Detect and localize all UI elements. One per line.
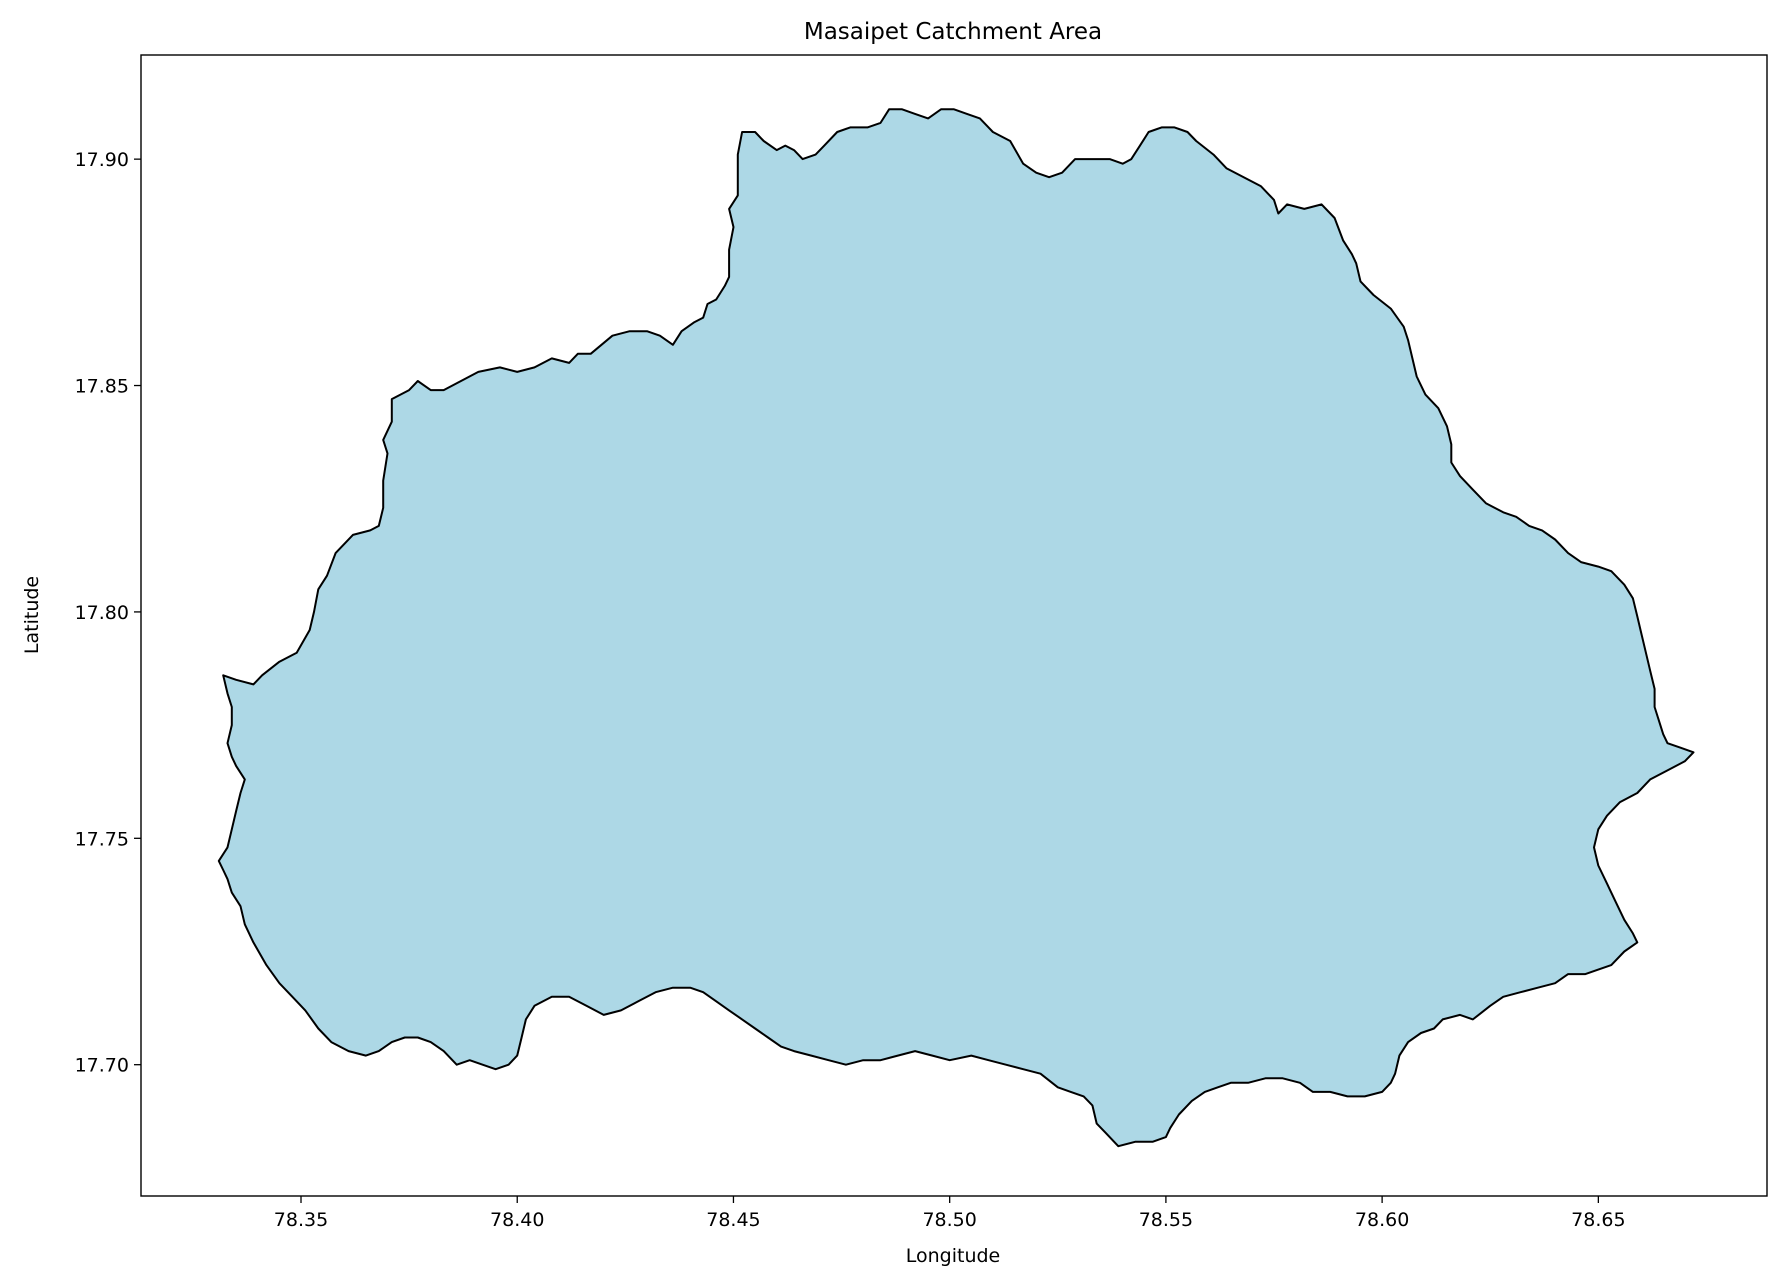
y-tick-label: 17.90 bbox=[75, 149, 129, 171]
x-tick-label: 78.45 bbox=[706, 1209, 760, 1231]
chart-title: Masaipet Catchment Area bbox=[804, 19, 1102, 45]
x-tick-label: 78.40 bbox=[490, 1209, 544, 1231]
x-tick-label: 78.60 bbox=[1355, 1209, 1409, 1231]
y-tick-label: 17.80 bbox=[75, 602, 129, 624]
y-tick-label: 17.75 bbox=[75, 828, 129, 850]
x-axis-label: Longitude bbox=[906, 1245, 1001, 1267]
plot-area-frame bbox=[140, 54, 1768, 1197]
x-axis-ticks: 78.35 78.40 78.45 78.50 78.55 78.60 78.65 bbox=[274, 1196, 1626, 1231]
catchment-region bbox=[217, 108, 1695, 1148]
y-axis-label: Latitude bbox=[21, 576, 43, 654]
y-tick-label: 17.70 bbox=[75, 1055, 129, 1077]
x-tick-label: 78.35 bbox=[274, 1209, 328, 1231]
y-tick-label: 17.85 bbox=[75, 376, 129, 398]
x-tick-label: 78.50 bbox=[922, 1209, 976, 1231]
x-tick-label: 78.65 bbox=[1571, 1209, 1625, 1231]
x-tick-label: 78.55 bbox=[1139, 1209, 1193, 1231]
y-axis-ticks: 17.70 17.75 17.80 17.85 17.90 bbox=[75, 149, 141, 1077]
